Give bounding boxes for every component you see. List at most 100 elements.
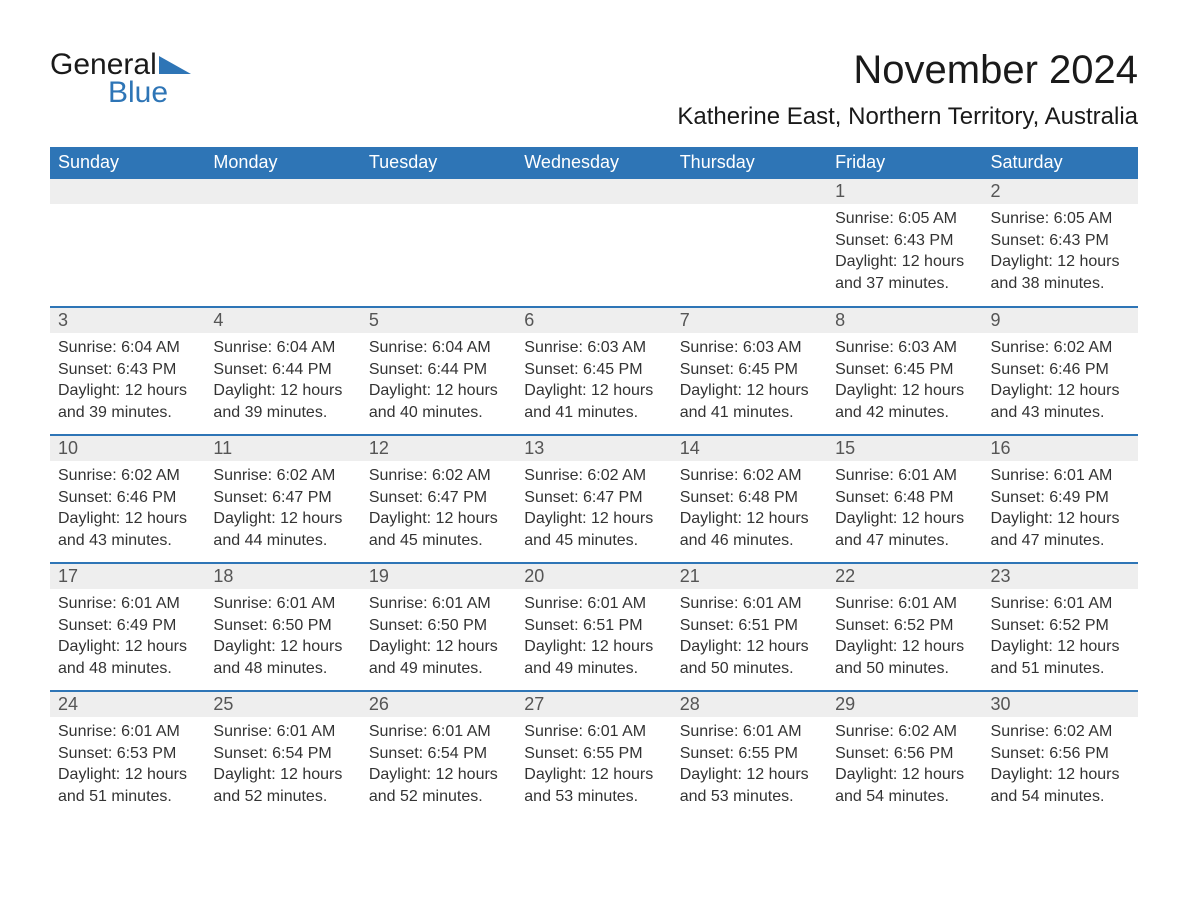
daylight-line2: and 50 minutes. [680, 658, 819, 680]
sunset-text: Sunset: 6:46 PM [58, 487, 197, 509]
daylight-line1: Daylight: 12 hours [991, 380, 1130, 402]
daylight-line2: and 48 minutes. [58, 658, 197, 680]
calendar-day-cell: 23Sunrise: 6:01 AMSunset: 6:52 PMDayligh… [983, 563, 1138, 691]
daylight-line2: and 39 minutes. [58, 402, 197, 424]
day-data: Sunrise: 6:01 AMSunset: 6:49 PMDaylight:… [50, 589, 205, 683]
day-data: Sunrise: 6:02 AMSunset: 6:48 PMDaylight:… [672, 461, 827, 555]
sunset-text: Sunset: 6:50 PM [369, 615, 508, 637]
calendar-day-cell [50, 179, 205, 307]
day-data: Sunrise: 6:01 AMSunset: 6:52 PMDaylight:… [983, 589, 1138, 683]
day-number: 28 [672, 692, 827, 717]
daylight-line1: Daylight: 12 hours [680, 764, 819, 786]
daylight-line2: and 53 minutes. [680, 786, 819, 808]
daylight-line1: Daylight: 12 hours [58, 636, 197, 658]
daylight-line1: Daylight: 12 hours [524, 508, 663, 530]
sunrise-text: Sunrise: 6:01 AM [213, 593, 352, 615]
calendar-week-row: 3Sunrise: 6:04 AMSunset: 6:43 PMDaylight… [50, 307, 1138, 435]
sunset-text: Sunset: 6:49 PM [58, 615, 197, 637]
calendar-day-cell: 2Sunrise: 6:05 AMSunset: 6:43 PMDaylight… [983, 179, 1138, 307]
calendar-day-cell [205, 179, 360, 307]
sunset-text: Sunset: 6:52 PM [835, 615, 974, 637]
sunset-text: Sunset: 6:54 PM [369, 743, 508, 765]
day-number: 12 [361, 436, 516, 461]
daylight-line1: Daylight: 12 hours [835, 251, 974, 273]
day-number: 10 [50, 436, 205, 461]
daylight-line2: and 51 minutes. [58, 786, 197, 808]
calendar-day-cell: 9Sunrise: 6:02 AMSunset: 6:46 PMDaylight… [983, 307, 1138, 435]
day-data: Sunrise: 6:01 AMSunset: 6:54 PMDaylight:… [361, 717, 516, 811]
weekday-header: Saturday [983, 147, 1138, 179]
sunset-text: Sunset: 6:51 PM [680, 615, 819, 637]
daylight-line1: Daylight: 12 hours [524, 636, 663, 658]
calendar-week-row: 1Sunrise: 6:05 AMSunset: 6:43 PMDaylight… [50, 179, 1138, 307]
calendar-day-cell: 15Sunrise: 6:01 AMSunset: 6:48 PMDayligh… [827, 435, 982, 563]
day-number: 4 [205, 308, 360, 333]
daylight-line1: Daylight: 12 hours [835, 380, 974, 402]
daylight-line2: and 42 minutes. [835, 402, 974, 424]
calendar-day-cell: 11Sunrise: 6:02 AMSunset: 6:47 PMDayligh… [205, 435, 360, 563]
daylight-line1: Daylight: 12 hours [835, 764, 974, 786]
sunset-text: Sunset: 6:55 PM [680, 743, 819, 765]
day-number: 2 [983, 179, 1138, 204]
sunset-text: Sunset: 6:45 PM [524, 359, 663, 381]
calendar-day-cell [672, 179, 827, 307]
day-number: 14 [672, 436, 827, 461]
daylight-line2: and 43 minutes. [58, 530, 197, 552]
weekday-header: Tuesday [361, 147, 516, 179]
daylight-line2: and 45 minutes. [369, 530, 508, 552]
sunset-text: Sunset: 6:43 PM [991, 230, 1130, 252]
day-number: 27 [516, 692, 671, 717]
day-number: 8 [827, 308, 982, 333]
sunrise-text: Sunrise: 6:04 AM [58, 337, 197, 359]
sunrise-text: Sunrise: 6:02 AM [680, 465, 819, 487]
daylight-line2: and 45 minutes. [524, 530, 663, 552]
day-number: 13 [516, 436, 671, 461]
sunset-text: Sunset: 6:54 PM [213, 743, 352, 765]
sunset-text: Sunset: 6:48 PM [835, 487, 974, 509]
day-data: Sunrise: 6:01 AMSunset: 6:50 PMDaylight:… [361, 589, 516, 683]
sunset-text: Sunset: 6:43 PM [835, 230, 974, 252]
calendar-week-row: 17Sunrise: 6:01 AMSunset: 6:49 PMDayligh… [50, 563, 1138, 691]
sunset-text: Sunset: 6:43 PM [58, 359, 197, 381]
calendar-header-row: SundayMondayTuesdayWednesdayThursdayFrid… [50, 147, 1138, 179]
calendar-day-cell: 16Sunrise: 6:01 AMSunset: 6:49 PMDayligh… [983, 435, 1138, 563]
daylight-line2: and 37 minutes. [835, 273, 974, 295]
day-data: Sunrise: 6:04 AMSunset: 6:44 PMDaylight:… [361, 333, 516, 427]
daylight-line2: and 49 minutes. [369, 658, 508, 680]
day-number: 24 [50, 692, 205, 717]
day-number: 15 [827, 436, 982, 461]
calendar-day-cell: 5Sunrise: 6:04 AMSunset: 6:44 PMDaylight… [361, 307, 516, 435]
day-data: Sunrise: 6:01 AMSunset: 6:48 PMDaylight:… [827, 461, 982, 555]
daylight-line1: Daylight: 12 hours [369, 508, 508, 530]
sunset-text: Sunset: 6:48 PM [680, 487, 819, 509]
sunset-text: Sunset: 6:47 PM [213, 487, 352, 509]
empty-day-bar [50, 179, 205, 204]
daylight-line2: and 52 minutes. [369, 786, 508, 808]
logo-text-blue: Blue [108, 76, 191, 110]
sunset-text: Sunset: 6:47 PM [524, 487, 663, 509]
daylight-line2: and 39 minutes. [213, 402, 352, 424]
day-number: 20 [516, 564, 671, 589]
calendar-day-cell: 13Sunrise: 6:02 AMSunset: 6:47 PMDayligh… [516, 435, 671, 563]
calendar-day-cell: 18Sunrise: 6:01 AMSunset: 6:50 PMDayligh… [205, 563, 360, 691]
day-data: Sunrise: 6:02 AMSunset: 6:46 PMDaylight:… [50, 461, 205, 555]
calendar-day-cell [361, 179, 516, 307]
sunset-text: Sunset: 6:49 PM [991, 487, 1130, 509]
day-data: Sunrise: 6:05 AMSunset: 6:43 PMDaylight:… [983, 204, 1138, 298]
daylight-line1: Daylight: 12 hours [369, 380, 508, 402]
day-data: Sunrise: 6:01 AMSunset: 6:52 PMDaylight:… [827, 589, 982, 683]
daylight-line2: and 41 minutes. [680, 402, 819, 424]
sunrise-text: Sunrise: 6:01 AM [58, 721, 197, 743]
title-block: November 2024 Katherine East, Northern T… [677, 48, 1138, 141]
sunset-text: Sunset: 6:45 PM [835, 359, 974, 381]
day-number: 26 [361, 692, 516, 717]
calendar-day-cell: 3Sunrise: 6:04 AMSunset: 6:43 PMDaylight… [50, 307, 205, 435]
day-number: 7 [672, 308, 827, 333]
empty-day-bar [516, 179, 671, 204]
calendar-day-cell: 22Sunrise: 6:01 AMSunset: 6:52 PMDayligh… [827, 563, 982, 691]
sunrise-text: Sunrise: 6:01 AM [524, 593, 663, 615]
day-data: Sunrise: 6:02 AMSunset: 6:47 PMDaylight:… [205, 461, 360, 555]
header: General Blue November 2024 Katherine Eas… [50, 48, 1138, 141]
calendar-day-cell: 14Sunrise: 6:02 AMSunset: 6:48 PMDayligh… [672, 435, 827, 563]
daylight-line1: Daylight: 12 hours [835, 508, 974, 530]
